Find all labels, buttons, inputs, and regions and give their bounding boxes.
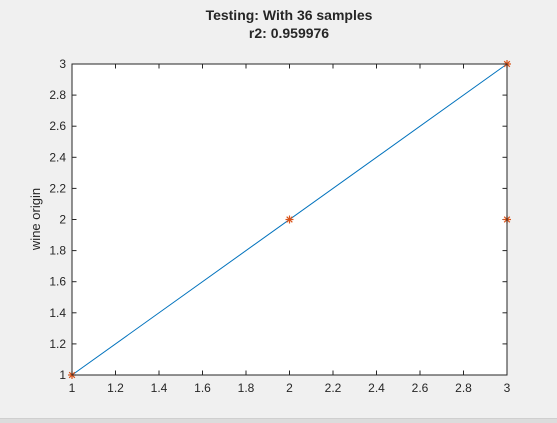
x-tick-label: 3 <box>504 381 511 395</box>
y-tick-label: 1.4 <box>49 306 66 320</box>
y-axis-label: wine origin <box>28 188 43 251</box>
x-tick-label: 2 <box>286 381 293 395</box>
chart-subtitle: r2: 0.959976 <box>249 25 329 41</box>
chart-title: Testing: With 36 samples <box>206 7 373 23</box>
x-tick-label: 1.8 <box>238 381 255 395</box>
data-point-marker <box>285 215 294 224</box>
y-tick-label: 2 <box>59 213 66 227</box>
y-tick-label: 2.6 <box>49 119 66 133</box>
tick-labels-layer: 1 1.2 1.4 1.6 1.8 2 2.2 2.4 2.6 2.8 3 1 1.2 1.4 1.6 1.8… <box>49 57 510 395</box>
x-tick-label: 1.4 <box>151 381 168 395</box>
x-tick-label: 2.4 <box>368 381 385 395</box>
y-tick-label: 1.6 <box>49 275 66 289</box>
y-tick-label: 2.8 <box>49 88 66 102</box>
x-tick-label: 2.8 <box>455 381 472 395</box>
y-tick-label: 2.2 <box>49 181 66 195</box>
y-tick-label: 1.8 <box>49 244 66 258</box>
x-tick-label: 1 <box>69 381 76 395</box>
x-tick-label: 1.6 <box>194 381 211 395</box>
x-tick-label: 2.6 <box>412 381 429 395</box>
axes-box <box>71 63 508 376</box>
y-tick-label: 1.2 <box>49 337 66 351</box>
x-tick-label: 1.2 <box>107 381 124 395</box>
window-bottom-strip <box>0 418 557 423</box>
y-tick-label: 3 <box>59 57 66 71</box>
y-tick-label: 1 <box>59 368 66 382</box>
y-tick-label: 2.4 <box>49 150 66 164</box>
x-tick-label: 2.2 <box>325 381 342 395</box>
